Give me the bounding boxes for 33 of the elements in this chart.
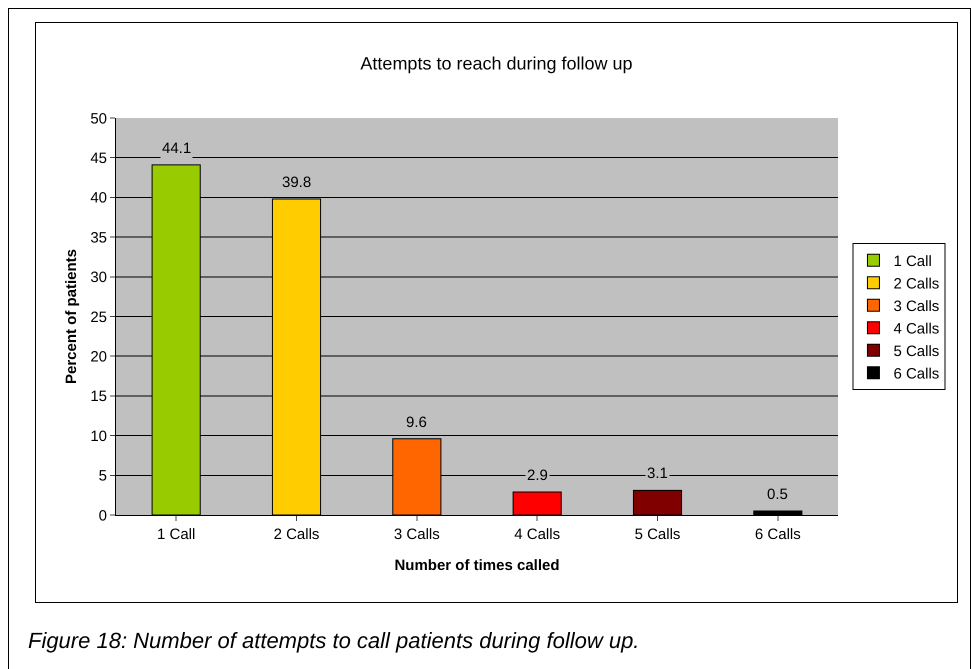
y-axis-title: Percent of patients: [63, 248, 80, 384]
x-tick-label: 5 Calls: [634, 526, 680, 543]
legend-label: 2 Calls: [893, 276, 940, 293]
caption: Figure 18: Number of attempts to call patients during follow up.: [28, 628, 640, 654]
y-tick-label: 25: [90, 308, 107, 326]
y-tick-label: 15: [90, 388, 107, 406]
data-label: 39.8: [282, 174, 312, 191]
y-tick-label: 35: [90, 229, 107, 246]
y-tick-label: 50: [90, 110, 107, 128]
data-label: 0.5: [767, 486, 788, 503]
legend-label: 5 Calls: [893, 343, 940, 360]
y-tick-label: 40: [90, 190, 107, 207]
y-tick-label: 20: [90, 348, 107, 366]
legend-label: 1 Call: [893, 253, 932, 270]
legend-label: 4 Calls: [893, 320, 940, 338]
data-label: 44.1: [162, 140, 192, 157]
y-tick-label: 5: [98, 468, 107, 485]
y-tick-label: 30: [90, 269, 107, 286]
data-label: 2.9: [527, 467, 548, 484]
x-tick-label: 4 Calls: [514, 526, 560, 543]
legend-label: 3 Calls: [893, 298, 940, 316]
x-tick-label: 1 Call: [156, 526, 196, 543]
y-tick-label: 0: [98, 507, 107, 524]
data-label: 9.6: [406, 414, 427, 431]
data-label: 3.1: [647, 465, 668, 482]
x-tick-label: 3 Calls: [394, 526, 440, 543]
y-tick-label: 10: [90, 428, 107, 445]
x-tick-label: 6 Calls: [754, 526, 801, 543]
x-tick-label: 2 Calls: [274, 526, 320, 543]
x-axis-title: Number of times called: [394, 557, 560, 574]
y-tick-label: 45: [90, 150, 107, 167]
chart-title: Attempts to reach during follow up: [360, 53, 633, 74]
legend-label: 6 Calls: [893, 366, 940, 383]
